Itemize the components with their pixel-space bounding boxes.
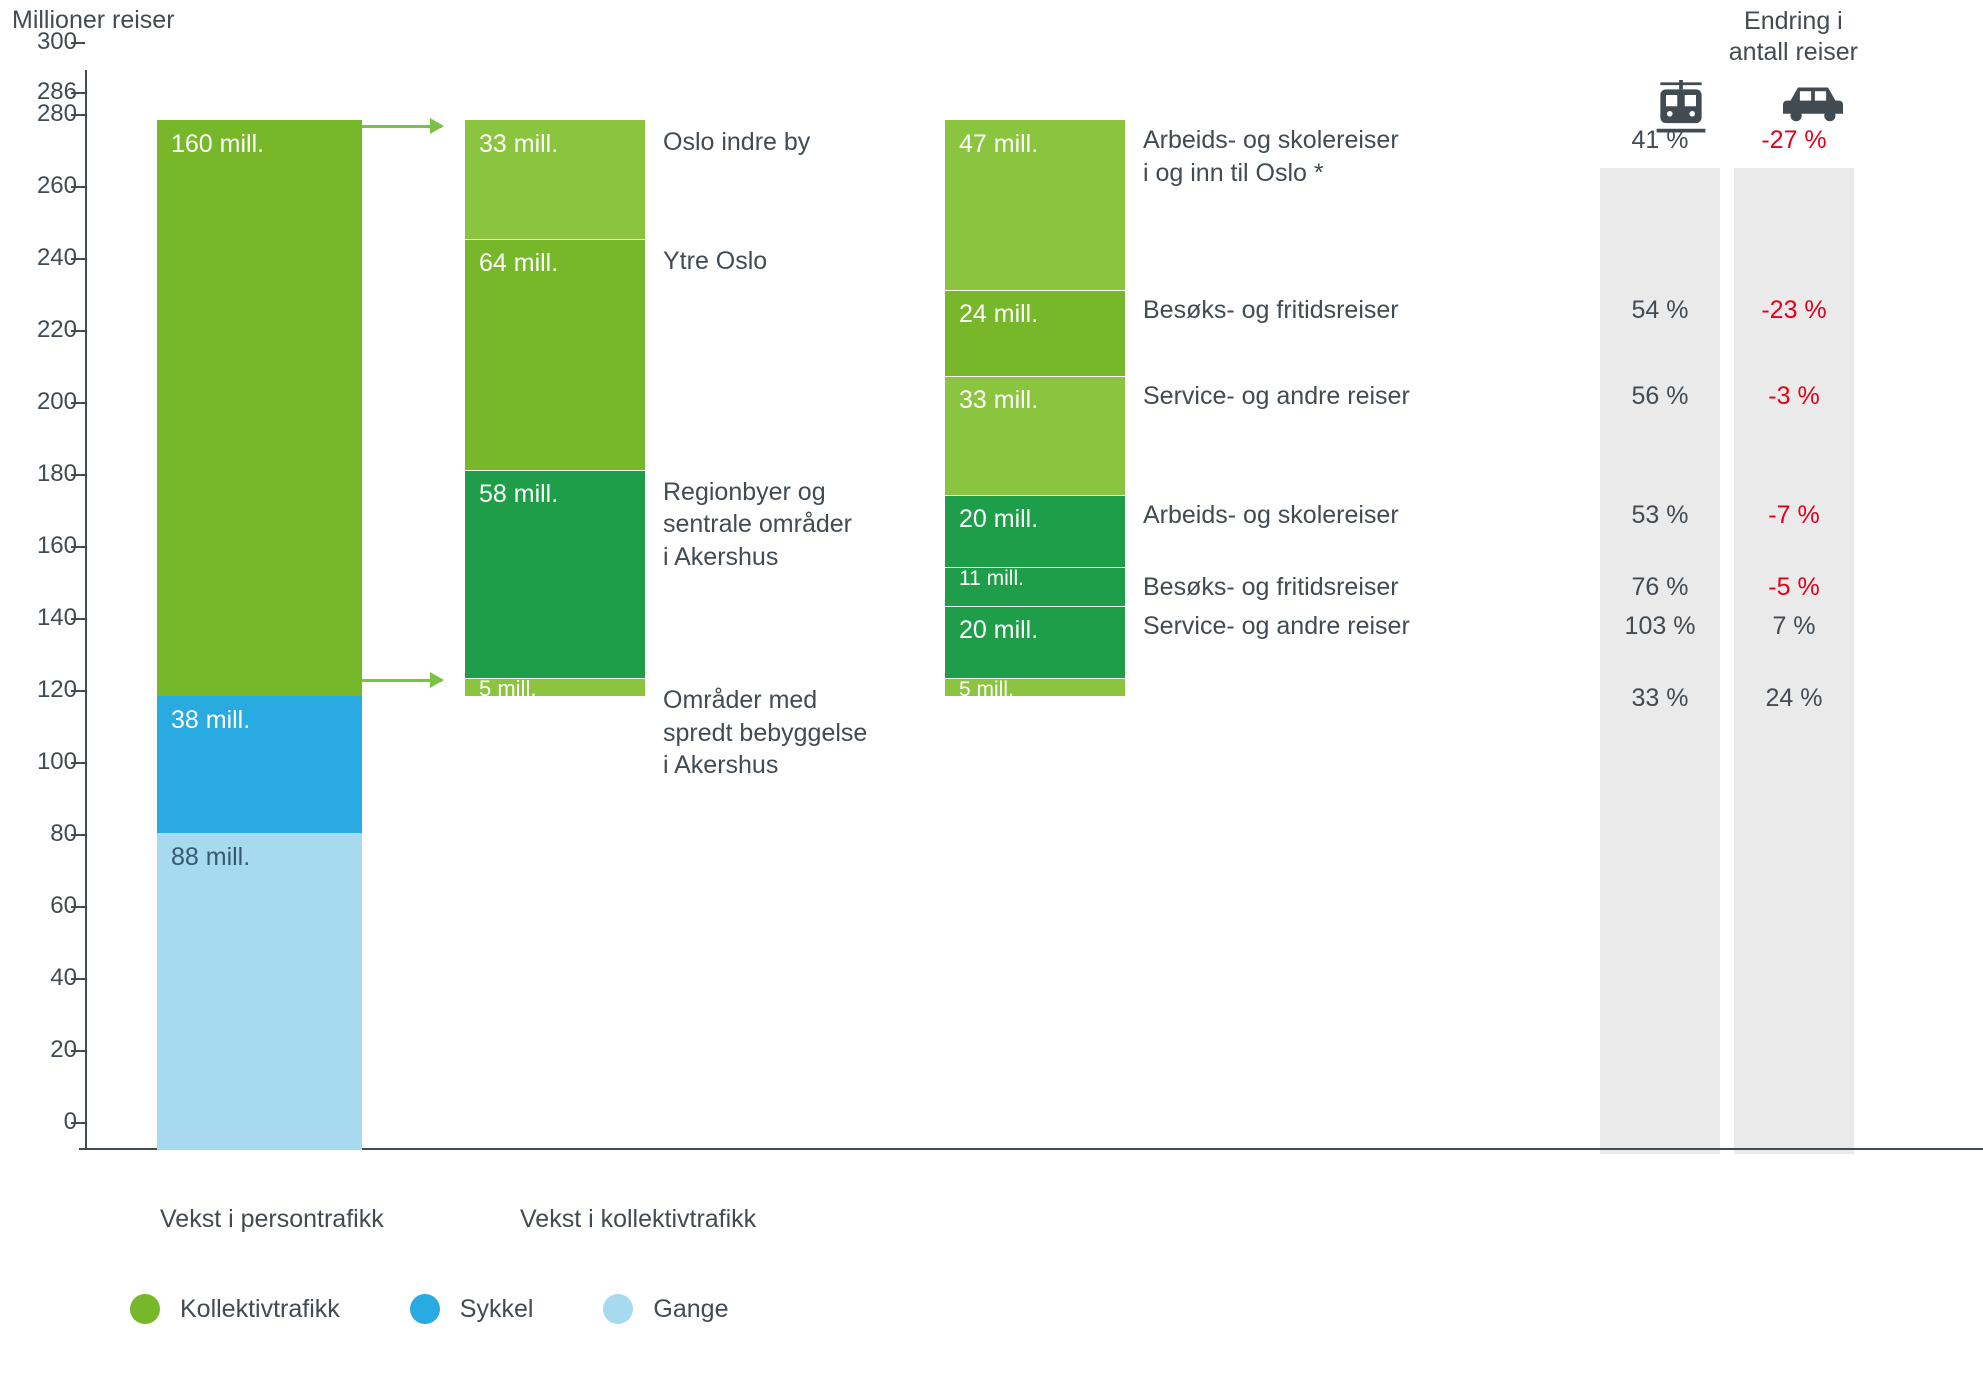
axis-area: 0204060801001201401601802002202402602802… [85, 70, 1765, 1150]
y-tick: 120 [15, 676, 77, 704]
area-segment: 64 mill. [465, 239, 645, 469]
caption-persontrafikk: Vekst i persontrafikk [160, 1205, 384, 1234]
trip-segment-label: 5 mill. [959, 678, 1014, 702]
car-pct: -5 % [1734, 573, 1854, 602]
area-segment-desc: Områder med spredt bebyggelse i Akershus [663, 684, 923, 782]
caption-kollektivtrafikk: Vekst i kollektivtrafikk [520, 1205, 756, 1234]
main-bar-segment: 38 mill. [157, 696, 362, 833]
area-segment-desc: Oslo indre by [663, 126, 923, 159]
legend-gange: Gange [603, 1294, 728, 1324]
trip-segment-desc: Arbeids- og skolereiser i og inn til Osl… [1143, 124, 1563, 189]
car-pct: -7 % [1734, 501, 1854, 530]
tram-pct: 56 % [1600, 382, 1720, 411]
tram-pct: 54 % [1600, 296, 1720, 325]
y-tick: 60 [15, 892, 77, 920]
area-segment-label: 5 mill. [479, 676, 536, 702]
trip-segment-label: 33 mill. [959, 386, 1038, 415]
legend-label-gange: Gange [653, 1295, 728, 1324]
trip-segment: 20 mill. [945, 495, 1125, 567]
trip-segment: 20 mill. [945, 606, 1125, 678]
y-tick: 80 [15, 820, 77, 848]
main-bar-segment-label: 88 mill. [171, 843, 250, 872]
tram-pct: 53 % [1600, 501, 1720, 530]
tram-pct: 41 % [1600, 126, 1720, 155]
y-tick: 20 [15, 1036, 77, 1064]
area-segment: 5 mill. [465, 678, 645, 696]
y-tick: 100 [15, 748, 77, 776]
main-stacked-bar: 88 mill. 38 mill. 160 mill. [157, 120, 362, 1150]
area-segment-desc: Ytre Oslo [663, 245, 923, 278]
area-segment-label: 58 mill. [479, 480, 558, 509]
car-pct: 7 % [1734, 612, 1854, 641]
area-segment: 33 mill. [465, 120, 645, 239]
trip-segment-desc: Arbeids- og skolereiser [1143, 499, 1563, 532]
main-bar-segment-label: 38 mill. [171, 706, 250, 735]
tram-pct: 33 % [1600, 684, 1720, 713]
y-tick: 0 [15, 1108, 77, 1136]
trip-segment-desc: Service- og andre reiser [1143, 380, 1563, 413]
trip-segment: 33 mill. [945, 376, 1125, 495]
trip-segment-label: 47 mill. [959, 130, 1038, 159]
trip-segment-desc: Besøks- og fritidsreiser [1143, 294, 1563, 327]
area-segment-desc: Regionbyer og sentrale områder i Akershu… [663, 476, 923, 574]
y-tick: 160 [15, 532, 77, 560]
legend-kollektiv: Kollektivtrafikk [130, 1294, 340, 1324]
tram-pct: 103 % [1600, 612, 1720, 641]
trip-segment-label: 20 mill. [959, 505, 1038, 534]
y-tick: 220 [15, 316, 77, 344]
y-tick: 300 [15, 28, 77, 56]
y-tick: 140 [15, 604, 77, 632]
legend: Kollektivtrafikk Sykkel Gange [130, 1294, 728, 1324]
car-pct: 24 % [1734, 684, 1854, 713]
car-pct: -27 % [1734, 126, 1854, 155]
legend-label-sykkel: Sykkel [460, 1295, 534, 1324]
y-tick: 180 [15, 460, 77, 488]
main-bar-segment: 160 mill. [157, 120, 362, 696]
car-pct: -3 % [1734, 382, 1854, 411]
trip-segment-label: 24 mill. [959, 300, 1038, 329]
tram-pct: 76 % [1600, 573, 1720, 602]
trip-segment-label: 11 mill. [959, 567, 1024, 591]
arrow-bottom [362, 679, 442, 682]
legend-dot-gange [603, 1294, 633, 1324]
trip-segment-desc: Service- og andre reiser [1143, 610, 1563, 643]
trip-segment-desc: Besøks- og fritidsreiser [1143, 571, 1563, 604]
legend-label-kollektiv: Kollektivtrafikk [180, 1295, 340, 1324]
legend-dot-sykkel [410, 1294, 440, 1324]
trip-segment: 5 mill. [945, 678, 1125, 696]
y-tick: 40 [15, 964, 77, 992]
area-segment-label: 33 mill. [479, 130, 558, 159]
area-segment: 58 mill. [465, 470, 645, 679]
y-axis-line [85, 70, 87, 1150]
legend-dot-kollektiv [130, 1294, 160, 1324]
trip-segment: 47 mill. [945, 120, 1125, 289]
y-tick: 240 [15, 244, 77, 272]
legend-sykkel: Sykkel [410, 1294, 534, 1324]
x-axis-line [79, 1148, 1983, 1150]
car-icon [1783, 80, 1843, 125]
y-tick: 286 [15, 78, 77, 106]
arrow-top [362, 125, 442, 128]
trip-segment: 24 mill. [945, 290, 1125, 376]
area-segment-label: 64 mill. [479, 249, 558, 278]
main-bar-segment: 88 mill. [157, 833, 362, 1150]
chart-root: Millioner reiser Endring i antall reiser… [0, 0, 1983, 1384]
y-tick: 200 [15, 388, 77, 416]
trip-segment-label: 20 mill. [959, 616, 1038, 645]
right-title: Endring i antall reiser [1729, 6, 1858, 69]
car-pct: -23 % [1734, 296, 1854, 325]
trip-segment: 11 mill. [945, 567, 1125, 607]
y-tick: 260 [15, 172, 77, 200]
main-bar-segment-label: 160 mill. [171, 130, 264, 159]
